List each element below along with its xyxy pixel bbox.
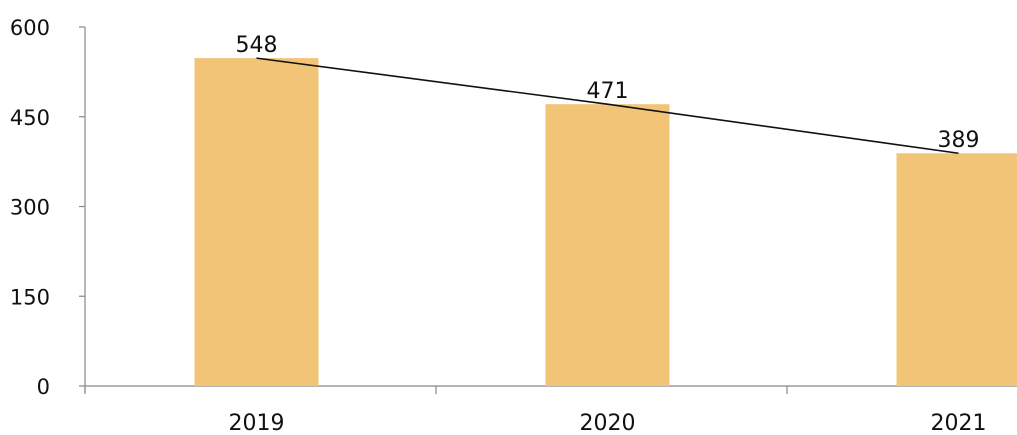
bar-2019: [194, 58, 319, 386]
trend-line-series: [256, 57, 959, 155]
y-tick-label: 300: [10, 196, 50, 220]
x-category-label: 2019: [229, 411, 285, 435]
y-axis: 0 150 300 450 600: [10, 16, 86, 399]
x-category-label: 2021: [931, 411, 987, 435]
data-label-2019: 548: [236, 33, 278, 58]
y-tick-label: 0: [37, 375, 50, 399]
trend-line: [256, 57, 959, 155]
x-category-label: 2020: [580, 411, 636, 435]
y-tick-label: 600: [10, 16, 50, 40]
bar-2020: [545, 104, 670, 386]
y-tick-label: 450: [10, 106, 50, 130]
bar-2021: [896, 153, 1017, 386]
data-label-2020: 471: [587, 79, 629, 104]
bar-series: [194, 58, 1017, 386]
x-axis: 2019 2020 2021: [84, 385, 1017, 435]
y-tick-label: 150: [10, 285, 50, 309]
data-label-2021: 389: [938, 128, 980, 153]
data-labels: 548 471 389: [236, 33, 980, 153]
